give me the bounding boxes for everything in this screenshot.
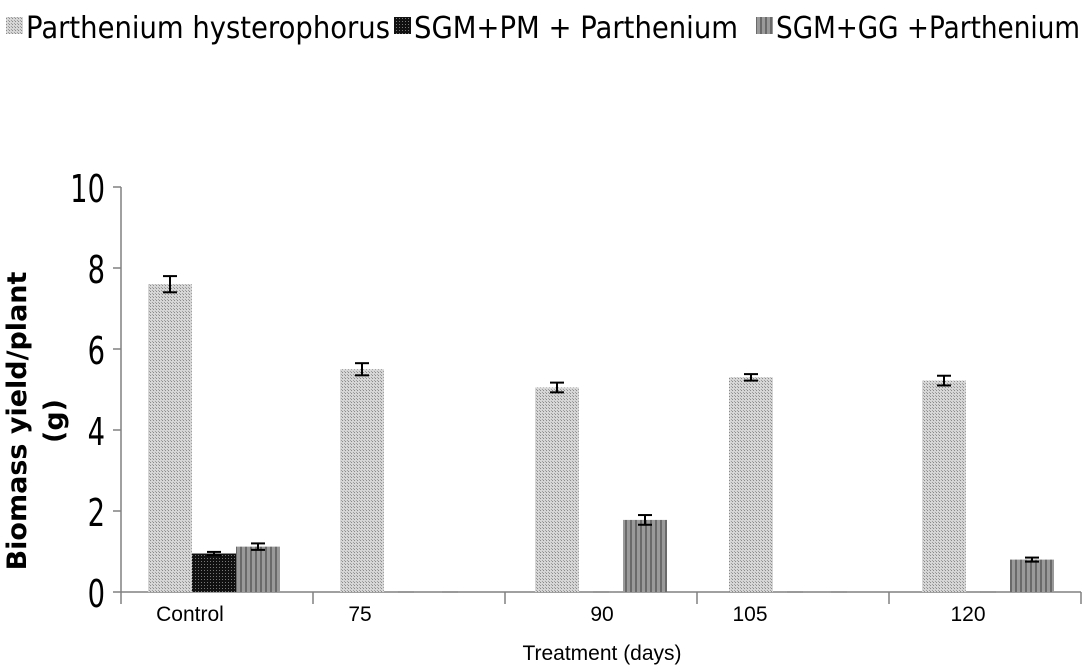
y-tick-label: 8	[88, 247, 105, 292]
y-tick-label: 10	[70, 166, 105, 211]
x-tick-labels: Control 75 90 105 120	[156, 603, 985, 626]
x-tick-label: 90	[590, 603, 613, 626]
y-tick-label: 6	[88, 328, 105, 373]
x-tick-label: 105	[732, 603, 767, 626]
y-axis-title-line2: (g)	[39, 399, 70, 443]
error-bars	[163, 275, 1039, 563]
legend-item: Parthenium hysterophorus	[6, 11, 390, 46]
legend-item: SGM+GG +Parthenium	[756, 11, 1080, 46]
legend-label: SGM+PM + Parthenium	[414, 11, 738, 46]
y-axis-title: Biomass yield/plant (g)	[2, 272, 70, 571]
y-tick-label: 4	[88, 409, 105, 454]
x-tick-label: 120	[950, 603, 985, 626]
bar	[340, 369, 384, 592]
y-axis-title-line1: Biomass yield/plant	[2, 272, 33, 571]
x-tick-label: 75	[348, 603, 371, 626]
legend-label: Parthenium hysterophorus	[26, 11, 390, 46]
bar	[922, 380, 966, 592]
legend: Parthenium hysterophorus SGM+PM + Parthen…	[6, 11, 1080, 46]
x-axis-title: Treatment (days)	[522, 642, 681, 665]
error-bar	[207, 550, 221, 557]
error-bar	[1025, 556, 1039, 563]
error-bar	[163, 275, 177, 294]
bars	[148, 284, 1054, 593]
bar	[535, 387, 579, 592]
error-bar	[638, 514, 652, 526]
bar	[148, 284, 192, 592]
bar	[1010, 559, 1054, 592]
error-bar	[744, 373, 758, 382]
legend-item: SGM+PM + Parthenium	[394, 11, 738, 46]
legend-swatch	[6, 17, 23, 34]
legend-label: SGM+GG +Parthenium	[776, 11, 1080, 46]
bar	[729, 377, 773, 592]
error-bar	[251, 542, 265, 551]
bar	[192, 553, 236, 592]
legend-swatch	[756, 17, 773, 34]
y-tick-label: 0	[88, 571, 105, 616]
error-bar	[937, 374, 951, 387]
x-tick-label: Control	[156, 603, 224, 626]
y-tick-label: 2	[88, 490, 105, 535]
error-bar	[355, 362, 369, 377]
legend-swatch	[394, 17, 411, 34]
bar	[623, 519, 667, 592]
y-tick-labels: 0 2 4 6 8 10	[70, 166, 105, 616]
error-bar	[550, 381, 564, 394]
bar	[236, 546, 280, 592]
